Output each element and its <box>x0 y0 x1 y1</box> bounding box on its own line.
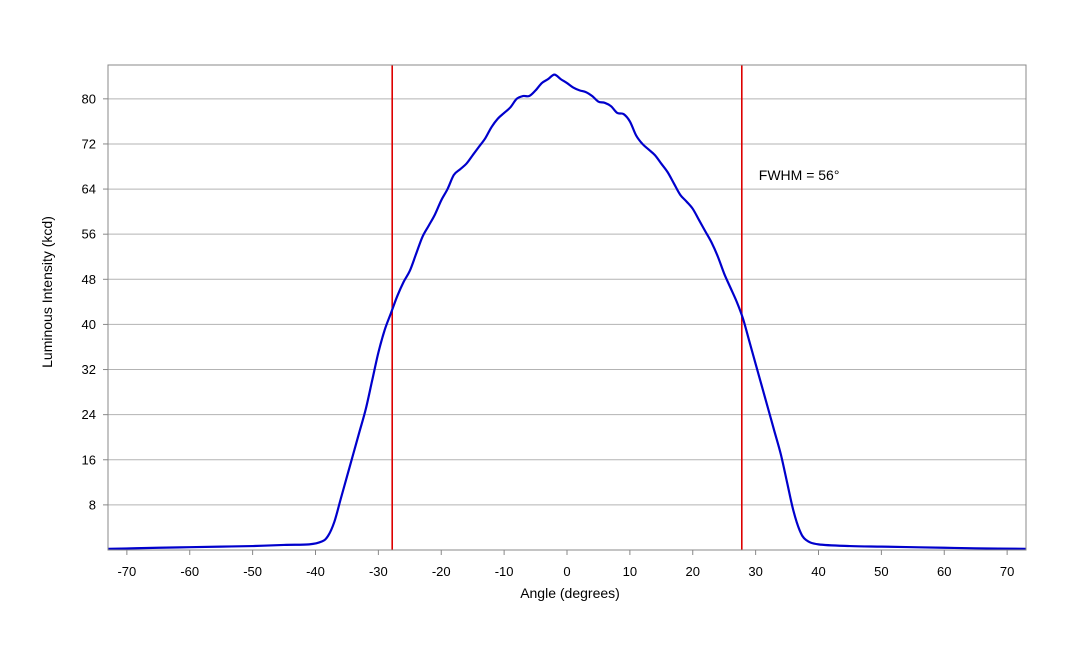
x-tick-label--20: -20 <box>432 564 451 579</box>
annotations: FWHM = 56° <box>759 167 840 183</box>
x-axis-ticks: -70 -60 -50 -40 -30 -20 -10 0 10 20 30 40 50 60 70 <box>117 550 1014 579</box>
gridlines <box>108 98 1026 506</box>
x-tick-label-70: 70 <box>1000 564 1014 579</box>
x-tick-label-50: 50 <box>874 564 888 579</box>
x-tick-label-20: 20 <box>686 564 700 579</box>
x-tick-label--60: -60 <box>180 564 199 579</box>
x-tick-label-60: 60 <box>937 564 951 579</box>
y-tick-label-72: 72 <box>82 136 96 151</box>
y-tick-label-48: 48 <box>82 272 96 287</box>
series-line-1 <box>107 73 1027 550</box>
y-tick-label-16: 16 <box>82 452 96 467</box>
x-tick-label--50: -50 <box>243 564 262 579</box>
x-tick-label-0: 0 <box>563 564 570 579</box>
x-tick-label--40: -40 <box>306 564 325 579</box>
y-tick-label-56: 56 <box>82 227 96 242</box>
x-tick-label-30: 30 <box>748 564 762 579</box>
y-tick-label-8: 8 <box>89 497 96 512</box>
y-tick-label-40: 40 <box>82 317 96 332</box>
x-tick-label-10: 10 <box>623 564 637 579</box>
y-tick-label-24: 24 <box>82 407 96 422</box>
y-axis-ticks: 8 16 24 32 40 48 56 64 72 80 <box>82 91 108 512</box>
annotation-fwhm-label: FWHM = 56° <box>759 167 840 183</box>
y-tick-label-32: 32 <box>82 362 96 377</box>
y-tick-label-64: 64 <box>82 182 96 197</box>
x-tick-label-40: 40 <box>811 564 825 579</box>
y-tick-label-80: 80 <box>82 91 96 106</box>
x-axis-title: Angle (degrees) <box>520 585 620 601</box>
x-tick-label--10: -10 <box>495 564 514 579</box>
series-group <box>107 73 1027 550</box>
x-tick-label--30: -30 <box>369 564 388 579</box>
x-tick-label--70: -70 <box>117 564 136 579</box>
y-axis-title: Luminous Intensity (kcd) <box>39 216 55 368</box>
